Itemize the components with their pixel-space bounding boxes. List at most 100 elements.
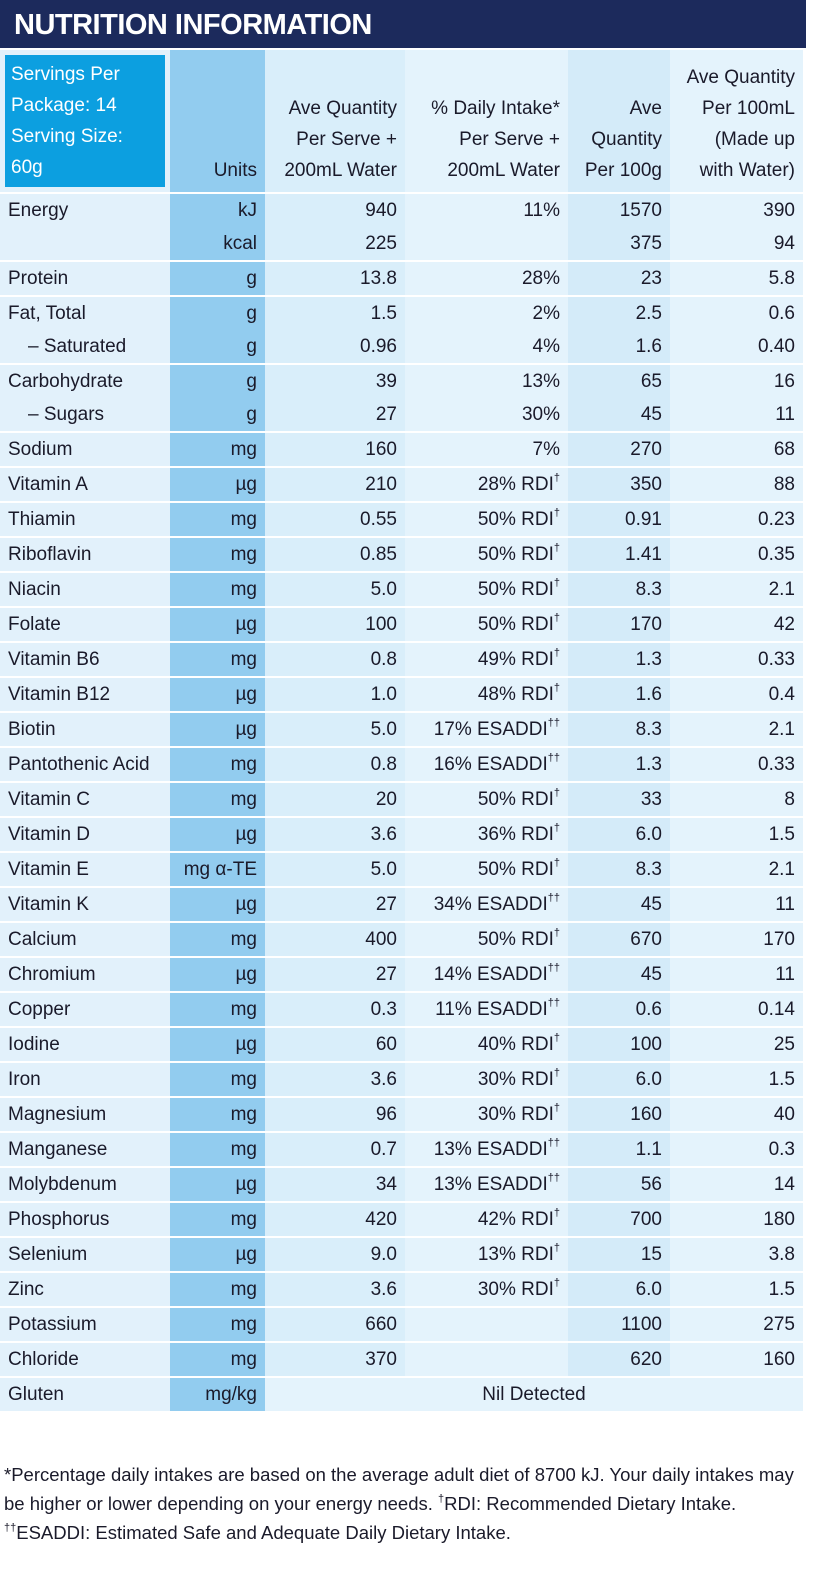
table-cell: 34% ESADDI†† [405, 888, 568, 921]
cell-line: Biotin [8, 719, 56, 740]
table-cell: Selenium [0, 1238, 170, 1271]
table-cell: 1.0 [265, 678, 405, 711]
cell-line: 1.6 [635, 684, 662, 705]
table-cell: mg [170, 573, 265, 606]
cell-line: 0.8 [370, 649, 397, 670]
cell-line: 275 [763, 1314, 795, 1335]
table-cell: µg [170, 468, 265, 501]
cell-line: 8.3 [635, 859, 662, 880]
cell-line: Molybdenum [8, 1174, 117, 1195]
column-header: Ave Quantity Per 100g [568, 50, 670, 192]
servings-per-package: Servings Per Package: 14 [11, 64, 120, 116]
cell-line: 14 [773, 1174, 795, 1195]
table-cell: 50% RDI† [405, 608, 568, 641]
table-cell: 13% 30% [405, 365, 568, 431]
cell-line: mg [230, 929, 257, 950]
table-cell: 16% ESADDI†† [405, 748, 568, 781]
cell-line: mg [230, 509, 257, 530]
cell-line: g [246, 404, 257, 425]
cell-line: Nil Detected [482, 1384, 586, 1405]
cell-line: 94 [773, 233, 795, 254]
table-cell: Energy [0, 194, 170, 260]
table-cell: Magnesium [0, 1098, 170, 1131]
table-cell: 14% ESADDI†† [405, 958, 568, 991]
cell-line: 20 [375, 789, 397, 810]
cell-line: 40 [773, 1104, 795, 1125]
table-cell: 49% RDI† [405, 643, 568, 676]
table-cell: 68 [670, 433, 803, 466]
cell-line: 1.5 [370, 303, 397, 324]
table-cell: 50% RDI† [405, 503, 568, 536]
cell-line: 49% RDI† [477, 647, 560, 670]
cell-line: 7% [532, 439, 560, 460]
table-cell: Iodine [0, 1028, 170, 1061]
cell-line: 940 [365, 200, 397, 221]
table-cell: 0.3 [670, 1133, 803, 1166]
cell-line: 0.33 [758, 754, 795, 775]
table-cell: 1.5 [670, 1273, 803, 1306]
cell-line: 620 [630, 1349, 662, 1370]
column-header: Units [170, 50, 265, 192]
table-cell: 275 [670, 1308, 803, 1341]
table-cell: 2.1 [670, 713, 803, 746]
table-cell: 2.5 1.6 [568, 297, 670, 363]
table-cell: mg [170, 1133, 265, 1166]
table-cell: 42% RDI† [405, 1203, 568, 1236]
cell-line: 1.5 [768, 824, 795, 845]
cell-line: µg [235, 1034, 257, 1055]
column-header: % Daily Intake* Per Serve + 200mL Water [405, 50, 568, 192]
cell-line: Vitamin E [8, 859, 89, 880]
cell-line: 50% RDI† [477, 507, 560, 530]
cell-line: 160 [365, 439, 397, 460]
cell-line: Carbohydrate [8, 371, 124, 392]
table-cell: 0.6 0.40 [670, 297, 803, 363]
cell-line: 2% [532, 303, 560, 324]
cell-line: 6.0 [635, 1069, 662, 1090]
table-cell: 7% [405, 433, 568, 466]
cell-line: 13% ESADDI†† [433, 1172, 560, 1195]
cell-line: Zinc [8, 1279, 44, 1300]
table-cell: 30% RDI† [405, 1063, 568, 1096]
table-cell: 1570 375 [568, 194, 670, 260]
cell-line: 375 [630, 233, 662, 254]
cell-line: 3.6 [370, 1069, 397, 1090]
cell-line: Riboflavin [8, 544, 92, 565]
cell-line: Vitamin A [8, 474, 88, 495]
table-cell: 2.1 [670, 573, 803, 606]
cell-line [413, 1343, 560, 1376]
cell-line: Folate [8, 614, 61, 635]
table-cell: 2% 4% [405, 297, 568, 363]
cell-line: 350 [630, 474, 662, 495]
table-cell: 8 [670, 783, 803, 816]
cell-line: 0.6 [635, 999, 662, 1020]
cell-line: 1.41 [625, 544, 662, 565]
cell-line: mg [230, 579, 257, 600]
cell-line: 16% ESADDI†† [433, 752, 560, 775]
cell-line: µg [235, 474, 257, 495]
cell-line: 5.0 [370, 719, 397, 740]
cell-line: mg [230, 439, 257, 460]
table-cell: Vitamin B12 [0, 678, 170, 711]
table-cell: 1.41 [568, 538, 670, 571]
table-cell: mg [170, 1098, 265, 1131]
table-cell: 1.5 [670, 1063, 803, 1096]
table-cell: 17% ESADDI†† [405, 713, 568, 746]
table-cell: 56 [568, 1168, 670, 1201]
cell-line: 0.4 [768, 684, 795, 705]
cell-line: 0.3 [768, 1139, 795, 1160]
table-cell: 40% RDI† [405, 1028, 568, 1061]
cell-line: 5.0 [370, 859, 397, 880]
cell-line: 30% RDI† [477, 1102, 560, 1125]
table-cell: mg [170, 433, 265, 466]
table-cell: 11 [670, 888, 803, 921]
table-cell: 420 [265, 1203, 405, 1236]
cell-line: 2.1 [768, 719, 795, 740]
cell-line: 27 [375, 404, 397, 425]
table-cell: 0.33 [670, 748, 803, 781]
table-cell: mg [170, 1343, 265, 1376]
cell-line: Energy [8, 200, 69, 221]
cell-line: 390 [763, 200, 795, 221]
cell-line: 15 [640, 1244, 662, 1265]
cell-line: 420 [365, 1209, 397, 1230]
table-cell: mg/kg [170, 1378, 265, 1411]
